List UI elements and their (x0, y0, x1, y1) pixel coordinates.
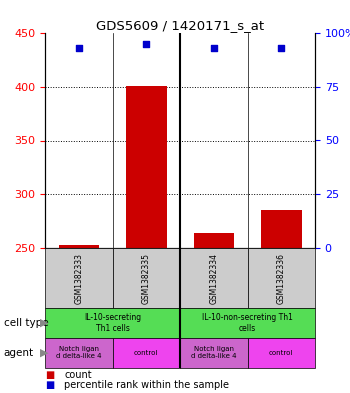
Text: GSM1382333: GSM1382333 (74, 252, 83, 303)
Bar (180, 248, 247, 308)
Text: agent: agent (4, 348, 34, 358)
Bar (45, 308, 180, 338)
Bar (45, 338, 112, 368)
Text: Notch ligan
d delta-like 4: Notch ligan d delta-like 4 (191, 347, 237, 360)
Text: percentile rank within the sample: percentile rank within the sample (64, 380, 229, 390)
Point (144, 40, 149, 47)
Bar (247, 338, 315, 368)
Text: ■: ■ (45, 370, 54, 380)
Text: ▶: ▶ (40, 318, 48, 328)
Point (211, 45, 217, 51)
Point (76, 45, 82, 51)
Text: ▶: ▶ (40, 348, 48, 358)
Text: GSM1382335: GSM1382335 (142, 252, 151, 303)
Text: control: control (269, 350, 293, 356)
Bar (180, 338, 247, 368)
Text: IL-10-non-secreting Th1
cells: IL-10-non-secreting Th1 cells (202, 313, 293, 333)
Text: cell type: cell type (4, 318, 48, 328)
Text: control: control (134, 350, 159, 356)
Text: GSM1382334: GSM1382334 (209, 252, 218, 303)
Bar (112, 248, 180, 308)
Bar (194, 233, 234, 248)
Text: ■: ■ (45, 380, 54, 390)
Bar (112, 338, 180, 368)
Text: Notch ligan
d delta-like 4: Notch ligan d delta-like 4 (56, 347, 102, 360)
Bar (247, 248, 315, 308)
Text: count: count (64, 370, 92, 380)
Title: GDS5609 / 1420171_s_at: GDS5609 / 1420171_s_at (96, 19, 264, 32)
Bar (261, 210, 301, 248)
Point (279, 45, 284, 51)
Text: IL-10-secreting
Th1 cells: IL-10-secreting Th1 cells (84, 313, 141, 333)
Text: GSM1382336: GSM1382336 (277, 252, 286, 303)
Bar (126, 86, 167, 248)
Bar (58, 245, 99, 248)
Bar (180, 308, 315, 338)
Bar (45, 248, 112, 308)
